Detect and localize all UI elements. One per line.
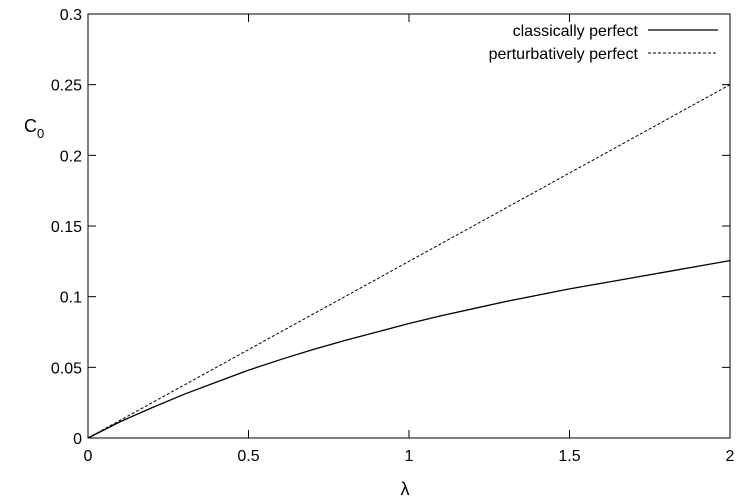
x-axis-label: λ: [401, 479, 410, 499]
series-line-perturbatively-perfect: [87, 84, 731, 439]
y-axis-label-main: C: [24, 116, 37, 136]
legend: classically perfect perturbatively perfe…: [489, 23, 718, 63]
series-lines: [87, 84, 731, 439]
plot-frame: [87, 13, 731, 439]
x-tick-label: 1: [405, 448, 414, 465]
axis-ticks: [87, 13, 731, 439]
y-axis-label-subscript: 0: [37, 126, 44, 141]
x-tick-label: 0: [84, 448, 93, 465]
y-axis-label: C0: [24, 116, 44, 141]
x-tick-label: 2: [726, 448, 735, 465]
axis-tick-labels: 0 0.5 1 1.5 2 0 0.05 0.1 0.15 0.2 0.25 0.3: [51, 7, 735, 465]
y-tick-label: 0.2: [60, 148, 82, 165]
x-tick-label: 1.5: [558, 448, 580, 465]
y-tick-label: 0.25: [51, 78, 82, 95]
y-tick-label: 0: [73, 431, 82, 448]
y-tick-label: 0.15: [51, 219, 82, 236]
legend-label-perturbatively-perfect: perturbatively perfect: [489, 46, 639, 63]
legend-label-classically-perfect: classically perfect: [513, 23, 639, 40]
y-tick-label: 0.3: [60, 7, 82, 24]
series-line-classically-perfect: [87, 259, 731, 439]
x-tick-label: 0.5: [237, 448, 259, 465]
y-tick-label: 0.05: [51, 360, 82, 377]
y-tick-label: 0.1: [60, 290, 82, 307]
